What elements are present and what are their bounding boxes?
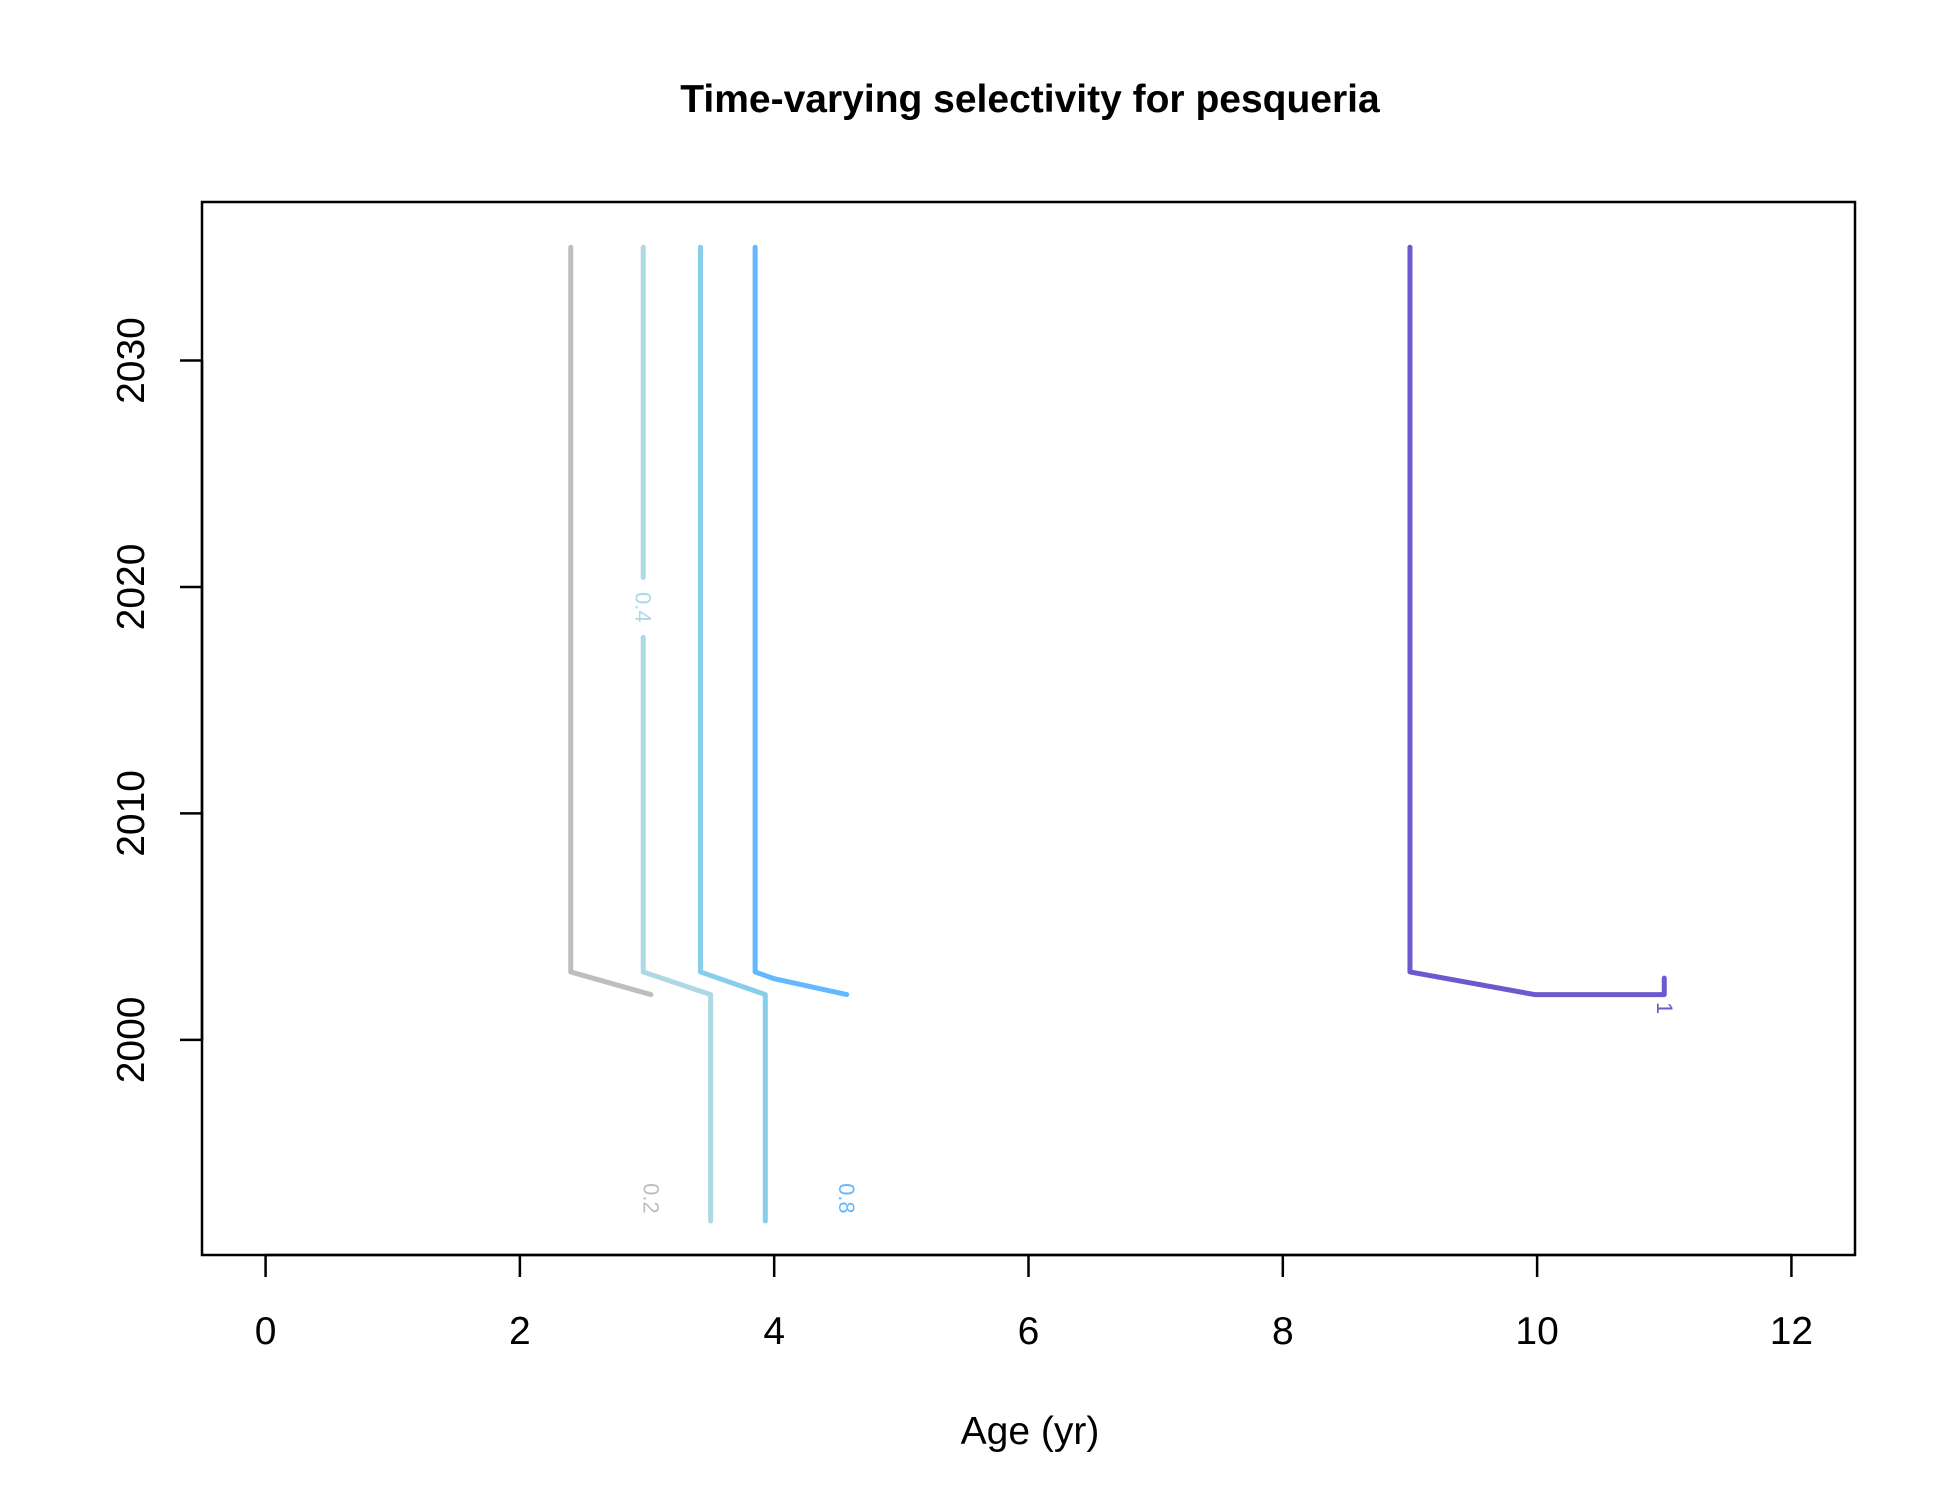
y-tick-label: 2000: [110, 996, 153, 1083]
contour-segment: [752, 244, 850, 998]
contour-lines: 0.2 0.4 0.8 1: [568, 244, 1677, 1224]
plot-frame: [200, 200, 1857, 1257]
x-tick-label: 2: [509, 1310, 531, 1353]
contour-line-1: 1: [1407, 244, 1677, 1014]
x-axis: 0 2 4 6 8 10 12: [255, 1253, 1813, 1353]
chart-title: Time-varying selectivity for pesqueria: [680, 78, 1380, 121]
y-tick-label: 2010: [110, 770, 153, 857]
x-tick-label: 4: [763, 1310, 785, 1353]
x-tick-label: 12: [1770, 1310, 1813, 1353]
contour-segment: [568, 244, 654, 998]
x-tick-label: 0: [255, 1310, 277, 1353]
contour-segment: [640, 634, 714, 1224]
x-tick-label: 6: [1018, 1310, 1040, 1353]
y-tick-label: 2030: [110, 317, 153, 404]
y-tick-label: 2020: [110, 544, 153, 631]
y-axis: 2000 2010 2020 2030: [110, 317, 204, 1083]
contour-line-0.2: 0.2: [568, 244, 663, 1214]
contour-segment: [1407, 244, 1667, 998]
x-axis-label: Age (yr): [961, 1410, 1100, 1453]
contour-level-label: 0.8: [834, 1183, 859, 1214]
contour-line-0.8: 0.8: [752, 244, 859, 1214]
x-tick-label: 8: [1272, 1310, 1294, 1353]
contour-line-0.4: 0.4: [631, 244, 714, 1224]
x-tick-label: 10: [1515, 1310, 1558, 1353]
contour-level-label: 0.2: [638, 1183, 663, 1214]
contour-line-unlabeled: [697, 244, 768, 1224]
contour-level-label: 0.4: [631, 592, 656, 623]
contour-level-label: 1: [1652, 1002, 1677, 1014]
contour-segment: [697, 244, 768, 1224]
